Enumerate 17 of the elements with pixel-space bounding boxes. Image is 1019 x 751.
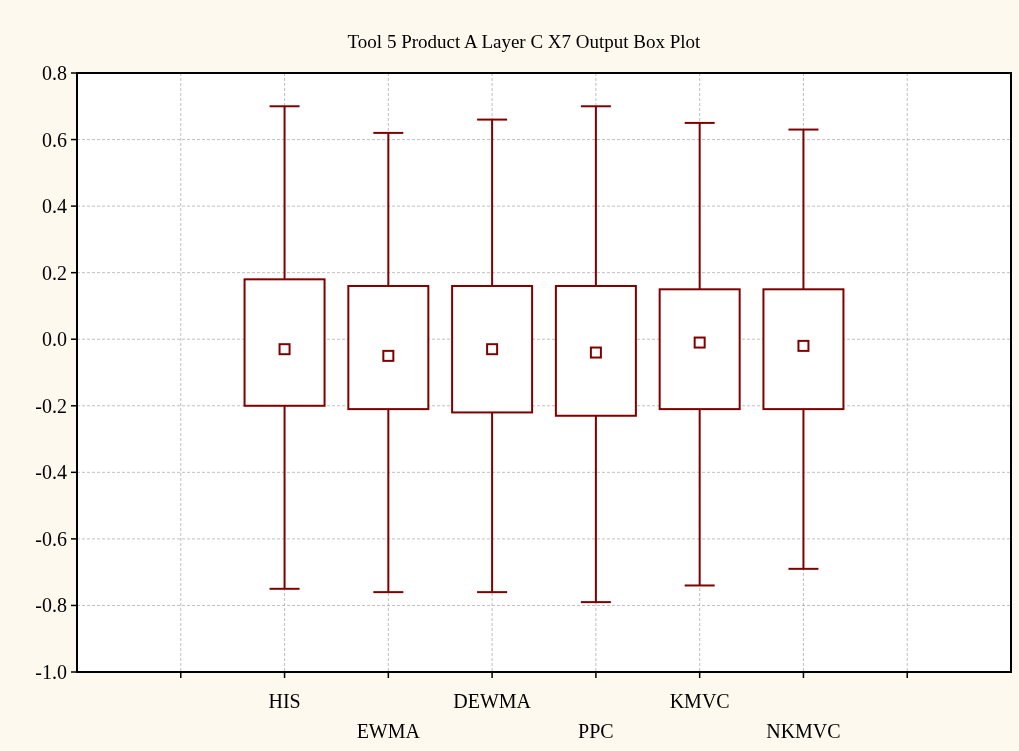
x-tick-label: KMVC [669,690,730,712]
y-tick-label: -0.2 [35,394,67,417]
chart-title: Tool 5 Product A Layer C X7 Output Box Plot [347,31,702,52]
x-tick-label: NKMVC [766,720,841,742]
y-tick-label: -0.6 [35,527,67,550]
y-tick-label: -0.4 [35,461,67,484]
y-tick-label: -1.0 [35,661,67,683]
y-tick-label: -0.8 [35,594,67,617]
x-tick-label: DEWMA [453,690,532,712]
x-tick-label: EWMA [356,720,421,742]
y-tick-label: 0.2 [42,261,67,284]
y-tick-label: 0.0 [42,328,67,351]
y-tick-label: 0.4 [42,195,67,218]
x-tick-label: PPC [578,720,614,742]
y-tick-label: 0.8 [42,62,67,84]
y-tick-label: 0.6 [42,128,67,151]
x-tick-label: HIS [268,690,301,712]
